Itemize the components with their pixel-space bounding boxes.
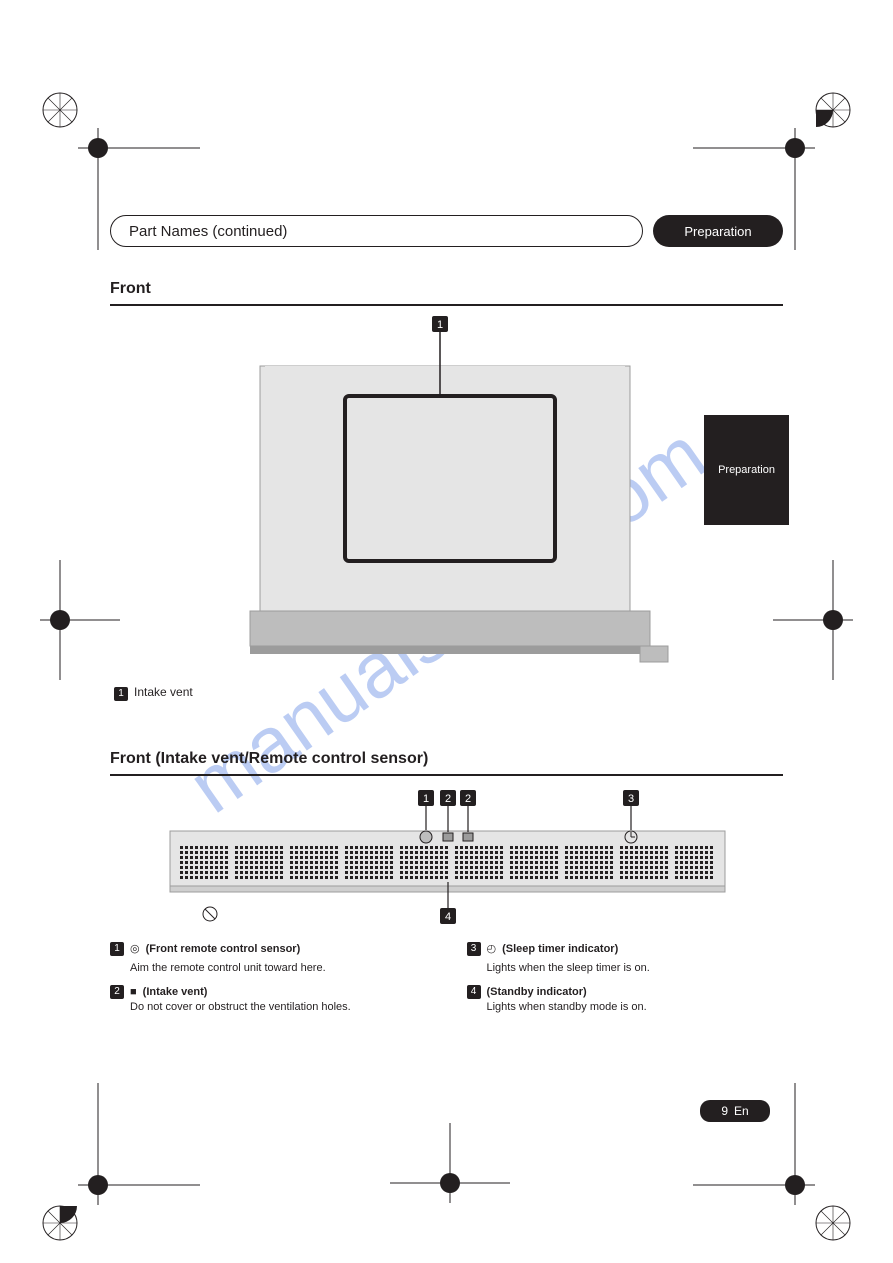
label-num-3: 3 xyxy=(467,942,481,956)
page-title: Part Names (continued) xyxy=(110,215,643,247)
section-heading-front2: Front (Intake vent/Remote control sensor… xyxy=(110,750,783,768)
label-1-a: (Front remote control sensor) xyxy=(146,942,301,957)
label-num-1: 1 xyxy=(110,942,124,956)
diagram-top: 1 xyxy=(110,316,783,676)
label-2-a: (Intake vent) xyxy=(143,985,208,1000)
divider xyxy=(110,304,783,306)
reg-mark-right xyxy=(773,560,893,680)
page-footer-pill: 9 En xyxy=(700,1100,770,1122)
label-4-a: (Standby indicator) xyxy=(487,985,587,1000)
svg-text:3: 3 xyxy=(628,793,634,805)
section-front: Front 1 1 Intake vent xyxy=(110,280,783,701)
label-2-b: Do not cover or obstruct the ventilation… xyxy=(130,1000,427,1015)
callout-1-num: 1 xyxy=(437,319,443,331)
svg-text:4: 4 xyxy=(445,911,451,923)
section-heading-front: Front xyxy=(110,280,783,298)
svg-text:1: 1 xyxy=(423,793,429,805)
label-3-b: Lights when the sleep timer is on. xyxy=(487,961,784,976)
page-title-row: Part Names (continued) Preparation xyxy=(110,215,783,247)
svg-text:2: 2 xyxy=(465,793,471,805)
diagram-grille: 1 2 2 3 4 xyxy=(110,786,783,931)
section-pill: Preparation xyxy=(653,215,783,247)
side-tab: Preparation xyxy=(704,415,789,525)
label-1-b: Aim the remote control unit toward here. xyxy=(130,961,427,976)
divider-2 xyxy=(110,774,783,776)
section-front-vent: Front (Intake vent/Remote control sensor… xyxy=(110,750,783,1016)
svg-text:2: 2 xyxy=(445,793,451,805)
callout-badge-1: 1 xyxy=(114,687,128,701)
label-num-4: 4 xyxy=(467,985,481,999)
page-lang: En xyxy=(734,1104,749,1118)
reg-mark-left xyxy=(0,560,120,680)
page-number: 9 xyxy=(721,1104,728,1118)
reg-mark-bottom-center xyxy=(390,1123,510,1243)
diagram-top-label-row: 1 Intake vent xyxy=(114,685,783,701)
label-3-a: (Sleep timer indicator) xyxy=(502,942,618,957)
label-num-2: 2 xyxy=(110,985,124,999)
reg-mark-bottom-left xyxy=(40,1083,200,1243)
label-4-b: Lights when standby mode is on. xyxy=(487,1000,784,1015)
grille-labels: 1 ◎ (Front remote control sensor) Aim th… xyxy=(110,942,783,1016)
diagram-top-label: Intake vent xyxy=(134,685,193,699)
